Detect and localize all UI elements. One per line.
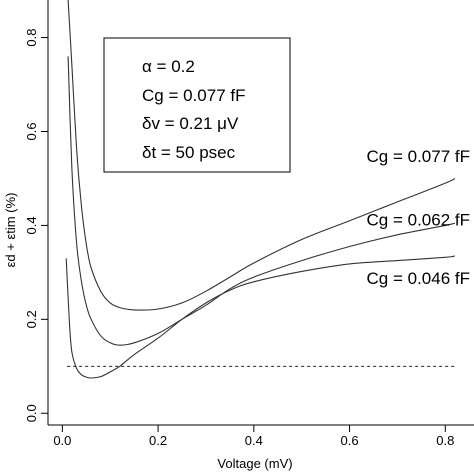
x-tick-label: 0.8 — [436, 433, 454, 448]
series-line-0 — [67, 0, 456, 311]
x-tick-label: 0.6 — [341, 433, 359, 448]
parameter-box-frame — [103, 37, 291, 173]
series-label-2: Cg = 0.046 fF — [367, 269, 470, 288]
parameter-box: α = 0.2 Cg = 0.077 fF δv = 0.21 μV δt = … — [103, 37, 291, 173]
axes: 0.0 0.2 0.4 0.6 0.8 0.0 0.2 0.4 0.6 0.8 — [24, 0, 474, 448]
series-line-2 — [65, 255, 456, 379]
y-axis-title: εd + εtim (%) — [3, 193, 18, 268]
y-tick-label: 0.2 — [24, 310, 39, 328]
series-line-1 — [67, 56, 456, 346]
parameter-dt: δt = 50 psec — [142, 143, 236, 162]
x-tick-label: 0.0 — [53, 433, 71, 448]
series-label-1: Cg = 0.062 fF — [367, 210, 470, 229]
x-tick-label: 0.4 — [245, 433, 263, 448]
parameter-alpha: α = 0.2 — [142, 57, 195, 76]
x-axis-title: Voltage (mV) — [217, 456, 292, 471]
y-tick-label: 0.4 — [24, 216, 39, 234]
parameter-dv: δv = 0.21 μV — [142, 114, 239, 133]
plot-area: Cg = 0.077 fF Cg = 0.062 fF Cg = 0.046 fF — [65, 0, 470, 379]
y-tick-label: 0.8 — [24, 29, 39, 47]
parameter-cg: Cg = 0.077 fF — [142, 86, 245, 105]
series-label-0: Cg = 0.077 fF — [367, 147, 470, 166]
y-tick-label: 0.0 — [24, 404, 39, 422]
x-tick-label: 0.2 — [149, 433, 167, 448]
y-tick-label: 0.6 — [24, 122, 39, 140]
